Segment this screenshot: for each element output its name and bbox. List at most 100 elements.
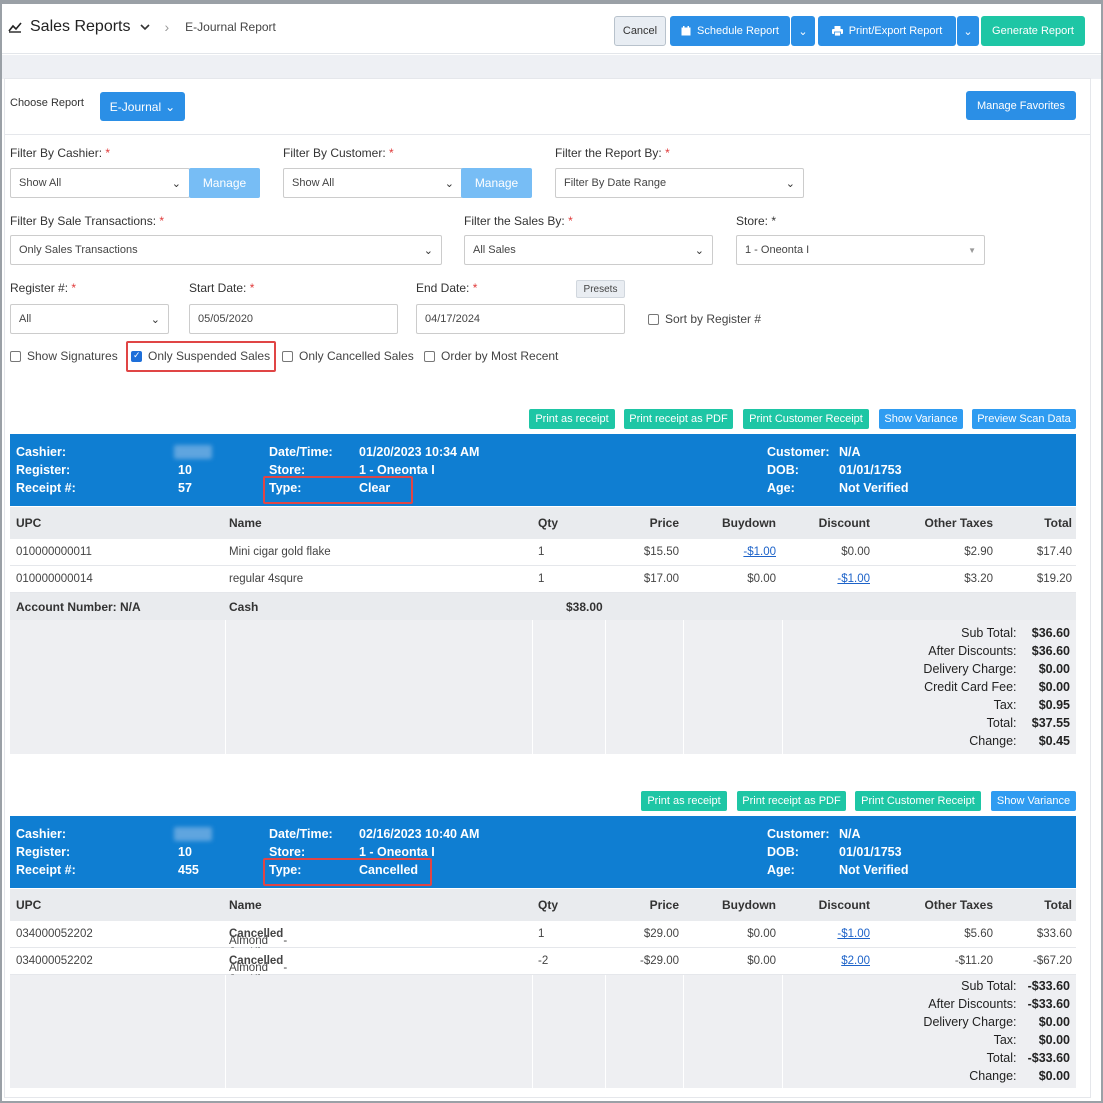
sales-by-value: All Sales — [473, 244, 516, 256]
cancel-button-label: Cancel — [622, 25, 658, 37]
col-other-taxes: Other Taxes — [924, 898, 993, 912]
cell-buydown: $0.00 — [747, 928, 776, 940]
column-divider — [605, 975, 606, 1088]
presets-button[interactable]: Presets — [576, 280, 625, 298]
col-upc: UPC — [16, 898, 42, 912]
report-by-select[interactable]: Filter By Date Range ⌄ — [555, 168, 804, 198]
receipt-number-value: 455 — [178, 863, 199, 877]
print-as-receipt-button[interactable]: Print as receipt — [641, 791, 727, 811]
sales-by-select[interactable]: All Sales ⌄ — [464, 235, 713, 265]
column-divider — [225, 620, 226, 754]
payment-amount: $38.00 — [566, 600, 603, 614]
cell-name: Almond Joy King Size Bx/18 - Cancelled - — [229, 955, 288, 1010]
column-divider — [683, 620, 684, 754]
delivery-charge-line: Delivery Charge: $0.00 — [923, 662, 1070, 676]
manage-customer-label: Manage — [474, 176, 519, 190]
schedule-report-button[interactable]: Schedule Report — [670, 16, 790, 46]
sub-total-line: Sub Total: -$33.60 — [961, 979, 1070, 993]
sort-by-register-label: Sort by Register # — [665, 312, 762, 326]
print-receipt-pdf-button[interactable]: Print receipt as PDF — [737, 791, 846, 811]
breadcrumb-title[interactable]: Sales Reports — [30, 18, 131, 35]
only-suspended-checkbox[interactable]: Only Suspended Sales — [131, 349, 270, 363]
manage-customer-button[interactable]: Manage — [461, 168, 532, 198]
print-receipt-pdf-button[interactable]: Print receipt as PDF — [624, 409, 733, 429]
checkbox-box-checked[interactable] — [131, 350, 142, 362]
sort-by-register-checkbox[interactable]: Sort by Register # — [648, 312, 761, 326]
table-header: UPC Name Qty Price Buydown Discount Othe… — [10, 889, 1076, 921]
store-select[interactable]: 1 - Oneonta I ▼ — [736, 235, 985, 265]
tax-line: Tax: $0.95 — [993, 698, 1070, 712]
chevron-down-icon: ⌄ — [798, 25, 808, 38]
show-variance-button[interactable]: Show Variance — [879, 409, 963, 429]
cashier-label: Cashier: — [16, 827, 67, 841]
report-type-value: E-Journal — [109, 99, 162, 114]
customer-value: N/A — [839, 445, 861, 459]
customer-label: Customer: — [767, 827, 830, 841]
cell-qty: 1 — [538, 573, 545, 585]
col-qty: Qty — [538, 516, 559, 530]
chevron-down-icon[interactable] — [139, 23, 151, 31]
receipt-header: Cashier: Register: 10 Receipt #: 57 Date… — [10, 434, 1076, 506]
divider — [5, 134, 1090, 135]
column-divider — [782, 975, 783, 1088]
cancel-button[interactable]: Cancel — [614, 16, 666, 46]
breadcrumb-current: E-Journal Report — [185, 20, 276, 34]
highlight-box — [263, 858, 432, 886]
cell-discount-link[interactable]: $2.00 — [841, 955, 870, 967]
chevron-down-icon: ⌄ — [171, 177, 181, 190]
type-label: Type: — [269, 863, 302, 877]
end-date-input[interactable]: 04/17/2024 — [416, 304, 625, 334]
cell-discount-link[interactable]: -$1.00 — [837, 928, 870, 940]
customer-label: Customer: — [767, 445, 830, 459]
generate-report-button[interactable]: Generate Report — [981, 16, 1085, 46]
print-customer-receipt-button[interactable]: Print Customer Receipt — [743, 409, 869, 429]
start-date-label: Start Date: * — [189, 281, 255, 295]
print-customer-receipt-button[interactable]: Print Customer Receipt — [855, 791, 981, 811]
print-as-receipt-button[interactable]: Print as receipt — [529, 409, 615, 429]
cell-other-taxes: $3.20 — [964, 573, 993, 585]
store-label: Store: — [269, 463, 306, 477]
store-value: 1 - Oneonta I — [745, 244, 810, 256]
header-band — [2, 55, 1101, 79]
report-type-dropdown[interactable]: E-Journal ⌄ — [100, 92, 185, 121]
summary-totals: Sub Total: $36.60 After Discounts: $36.6… — [923, 624, 1070, 750]
start-date-input[interactable]: 05/05/2020 — [189, 304, 398, 334]
cancelled-tag: Cancelled — [229, 928, 284, 940]
manage-cashier-button[interactable]: Manage — [189, 168, 260, 198]
col-price: Price — [649, 516, 679, 530]
checkbox-box[interactable] — [424, 350, 435, 362]
age-value: Not Verified — [839, 863, 909, 877]
checkbox-box[interactable] — [648, 313, 659, 325]
generate-report-label: Generate Report — [992, 25, 1074, 37]
receipt-header: Cashier: Register: 10 Receipt #: 455 Dat… — [10, 816, 1076, 888]
print-customer-receipt-label: Print Customer Receipt — [749, 413, 863, 425]
show-variance-button[interactable]: Show Variance — [991, 791, 1076, 811]
col-discount: Discount — [818, 898, 870, 912]
col-upc: UPC — [16, 516, 42, 530]
checkbox-box[interactable] — [282, 350, 293, 362]
checkbox-box[interactable] — [10, 350, 21, 362]
register-select[interactable]: All ⌄ — [10, 304, 169, 334]
cell-buydown-link[interactable]: -$1.00 — [743, 546, 776, 558]
order-recent-checkbox[interactable]: Order by Most Recent — [424, 349, 558, 363]
cashier-select-value: Show All — [19, 177, 62, 189]
only-cancelled-label: Only Cancelled Sales — [299, 349, 414, 363]
cashier-redacted — [174, 827, 212, 841]
manage-favorites-button[interactable]: Manage Favorites — [966, 91, 1076, 120]
show-signatures-checkbox[interactable]: Show Signatures — [10, 349, 118, 363]
cell-upc: 034000052202 — [16, 928, 93, 940]
col-total: Total — [1044, 516, 1072, 530]
breadcrumb: Sales Reports › E-Journal Report — [8, 18, 276, 36]
cell-discount-link[interactable]: -$1.00 — [837, 573, 870, 585]
print-export-dropdown[interactable]: ⌄ — [957, 16, 979, 46]
preview-scan-data-button[interactable]: Preview Scan Data — [972, 409, 1076, 429]
only-cancelled-checkbox[interactable]: Only Cancelled Sales — [282, 349, 414, 363]
customer-select[interactable]: Show All ⌄ — [283, 168, 463, 198]
transactions-select[interactable]: Only Sales Transactions ⌄ — [10, 235, 442, 265]
print-export-button[interactable]: Print/Export Report — [818, 16, 956, 46]
schedule-report-dropdown[interactable]: ⌄ — [791, 16, 815, 46]
cashier-select[interactable]: Show All ⌄ — [10, 168, 190, 198]
report-by-label: Filter the Report By: * — [555, 146, 670, 160]
sales-by-label: Filter the Sales By: * — [464, 214, 573, 228]
schedule-report-label: Schedule Report — [697, 25, 779, 37]
